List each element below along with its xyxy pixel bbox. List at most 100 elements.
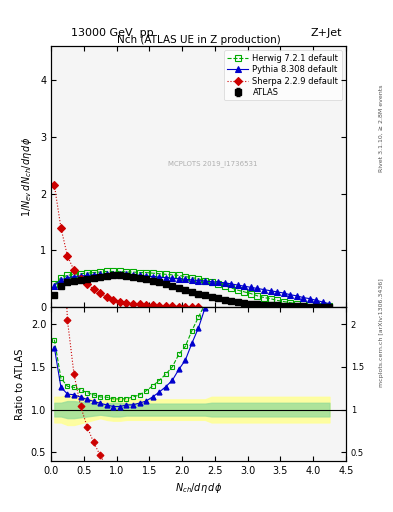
Pythia 8.308 default	[275, 289, 279, 295]
Line: Pythia 8.308 default: Pythia 8.308 default	[51, 271, 332, 307]
Herwig 7.2.1 default	[216, 281, 220, 287]
Sherpa 2.2.9 default	[78, 276, 83, 282]
Herwig 7.2.1 default	[59, 274, 63, 281]
Pythia 8.308 default	[268, 288, 273, 294]
Herwig 7.2.1 default	[52, 282, 57, 288]
Y-axis label: $1/N_{ev}\,dN_{ch}/d\eta\,d\phi$: $1/N_{ev}\,dN_{ch}/d\eta\,d\phi$	[20, 137, 35, 217]
Herwig 7.2.1 default	[307, 302, 312, 308]
Herwig 7.2.1 default	[72, 271, 76, 278]
Sherpa 2.2.9 default	[111, 297, 116, 303]
Line: Sherpa 2.2.9 default: Sherpa 2.2.9 default	[51, 182, 201, 310]
Herwig 7.2.1 default	[170, 272, 174, 278]
X-axis label: $N_{ch}/d\eta\,d\phi$: $N_{ch}/d\eta\,d\phi$	[175, 481, 222, 495]
Sherpa 2.2.9 default	[105, 294, 109, 300]
Herwig 7.2.1 default	[268, 295, 273, 302]
Herwig 7.2.1 default	[255, 293, 260, 299]
Herwig 7.2.1 default	[275, 297, 279, 304]
Herwig 7.2.1 default	[262, 294, 266, 301]
Pythia 8.308 default	[130, 272, 135, 278]
Pythia 8.308 default	[196, 278, 201, 284]
Herwig 7.2.1 default	[137, 269, 142, 275]
Herwig 7.2.1 default	[91, 269, 96, 275]
Sherpa 2.2.9 default	[144, 302, 149, 308]
Pythia 8.308 default	[170, 275, 174, 281]
Pythia 8.308 default	[255, 285, 260, 291]
Herwig 7.2.1 default	[209, 279, 214, 285]
Text: Rivet 3.1.10, ≥ 2.8M events: Rivet 3.1.10, ≥ 2.8M events	[379, 84, 384, 172]
Pythia 8.308 default	[288, 292, 292, 298]
Pythia 8.308 default	[78, 273, 83, 279]
Herwig 7.2.1 default	[235, 287, 240, 293]
Pythia 8.308 default	[105, 271, 109, 278]
Sherpa 2.2.9 default	[85, 282, 90, 288]
Pythia 8.308 default	[301, 294, 306, 301]
Sherpa 2.2.9 default	[130, 301, 135, 307]
Herwig 7.2.1 default	[203, 278, 208, 284]
Pythia 8.308 default	[59, 277, 63, 283]
Herwig 7.2.1 default	[321, 303, 325, 309]
Herwig 7.2.1 default	[124, 269, 129, 275]
Sherpa 2.2.9 default	[189, 304, 194, 310]
Herwig 7.2.1 default	[157, 271, 162, 277]
Sherpa 2.2.9 default	[163, 303, 168, 309]
Title: Nch (ATLAS UE in Z production): Nch (ATLAS UE in Z production)	[117, 35, 280, 45]
Herwig 7.2.1 default	[163, 271, 168, 278]
Sherpa 2.2.9 default	[98, 290, 103, 296]
Sherpa 2.2.9 default	[72, 267, 76, 273]
Herwig 7.2.1 default	[150, 270, 155, 276]
Pythia 8.308 default	[157, 274, 162, 280]
Pythia 8.308 default	[111, 271, 116, 278]
Pythia 8.308 default	[209, 279, 214, 285]
Pythia 8.308 default	[262, 287, 266, 293]
Herwig 7.2.1 default	[196, 276, 201, 282]
Herwig 7.2.1 default	[176, 272, 181, 279]
Pythia 8.308 default	[183, 276, 188, 283]
Herwig 7.2.1 default	[314, 303, 319, 309]
Sherpa 2.2.9 default	[183, 304, 188, 310]
Sherpa 2.2.9 default	[52, 182, 57, 188]
Sherpa 2.2.9 default	[170, 303, 174, 309]
Herwig 7.2.1 default	[78, 271, 83, 277]
Pythia 8.308 default	[235, 282, 240, 288]
Pythia 8.308 default	[98, 271, 103, 278]
Legend: Herwig 7.2.1 default, Pythia 8.308 default, Sherpa 2.2.9 default, ATLAS: Herwig 7.2.1 default, Pythia 8.308 defau…	[224, 50, 342, 100]
Sherpa 2.2.9 default	[137, 301, 142, 307]
Herwig 7.2.1 default	[301, 301, 306, 307]
Herwig 7.2.1 default	[327, 303, 332, 309]
Herwig 7.2.1 default	[111, 268, 116, 274]
Sherpa 2.2.9 default	[65, 253, 70, 259]
Y-axis label: Ratio to ATLAS: Ratio to ATLAS	[15, 348, 25, 420]
Pythia 8.308 default	[281, 290, 286, 296]
Herwig 7.2.1 default	[229, 285, 233, 291]
Herwig 7.2.1 default	[118, 268, 122, 274]
Pythia 8.308 default	[118, 271, 122, 278]
Herwig 7.2.1 default	[144, 269, 149, 275]
Pythia 8.308 default	[137, 272, 142, 279]
Sherpa 2.2.9 default	[150, 303, 155, 309]
Herwig 7.2.1 default	[85, 270, 90, 276]
Pythia 8.308 default	[321, 299, 325, 305]
Pythia 8.308 default	[65, 274, 70, 281]
Herwig 7.2.1 default	[98, 269, 103, 275]
Pythia 8.308 default	[189, 277, 194, 283]
Text: 13000 GeV  pp: 13000 GeV pp	[71, 28, 153, 38]
Pythia 8.308 default	[91, 272, 96, 278]
Herwig 7.2.1 default	[222, 283, 227, 289]
Pythia 8.308 default	[203, 278, 208, 284]
Herwig 7.2.1 default	[65, 272, 70, 279]
Pythia 8.308 default	[307, 295, 312, 302]
Pythia 8.308 default	[85, 272, 90, 279]
Sherpa 2.2.9 default	[196, 304, 201, 310]
Herwig 7.2.1 default	[294, 301, 299, 307]
Pythia 8.308 default	[294, 293, 299, 299]
Herwig 7.2.1 default	[281, 298, 286, 305]
Pythia 8.308 default	[124, 271, 129, 278]
Herwig 7.2.1 default	[105, 268, 109, 274]
Text: Z+Jet: Z+Jet	[310, 28, 342, 38]
Pythia 8.308 default	[229, 281, 233, 287]
Pythia 8.308 default	[52, 283, 57, 289]
Sherpa 2.2.9 default	[118, 298, 122, 305]
Herwig 7.2.1 default	[130, 269, 135, 275]
Sherpa 2.2.9 default	[157, 303, 162, 309]
Sherpa 2.2.9 default	[124, 300, 129, 306]
